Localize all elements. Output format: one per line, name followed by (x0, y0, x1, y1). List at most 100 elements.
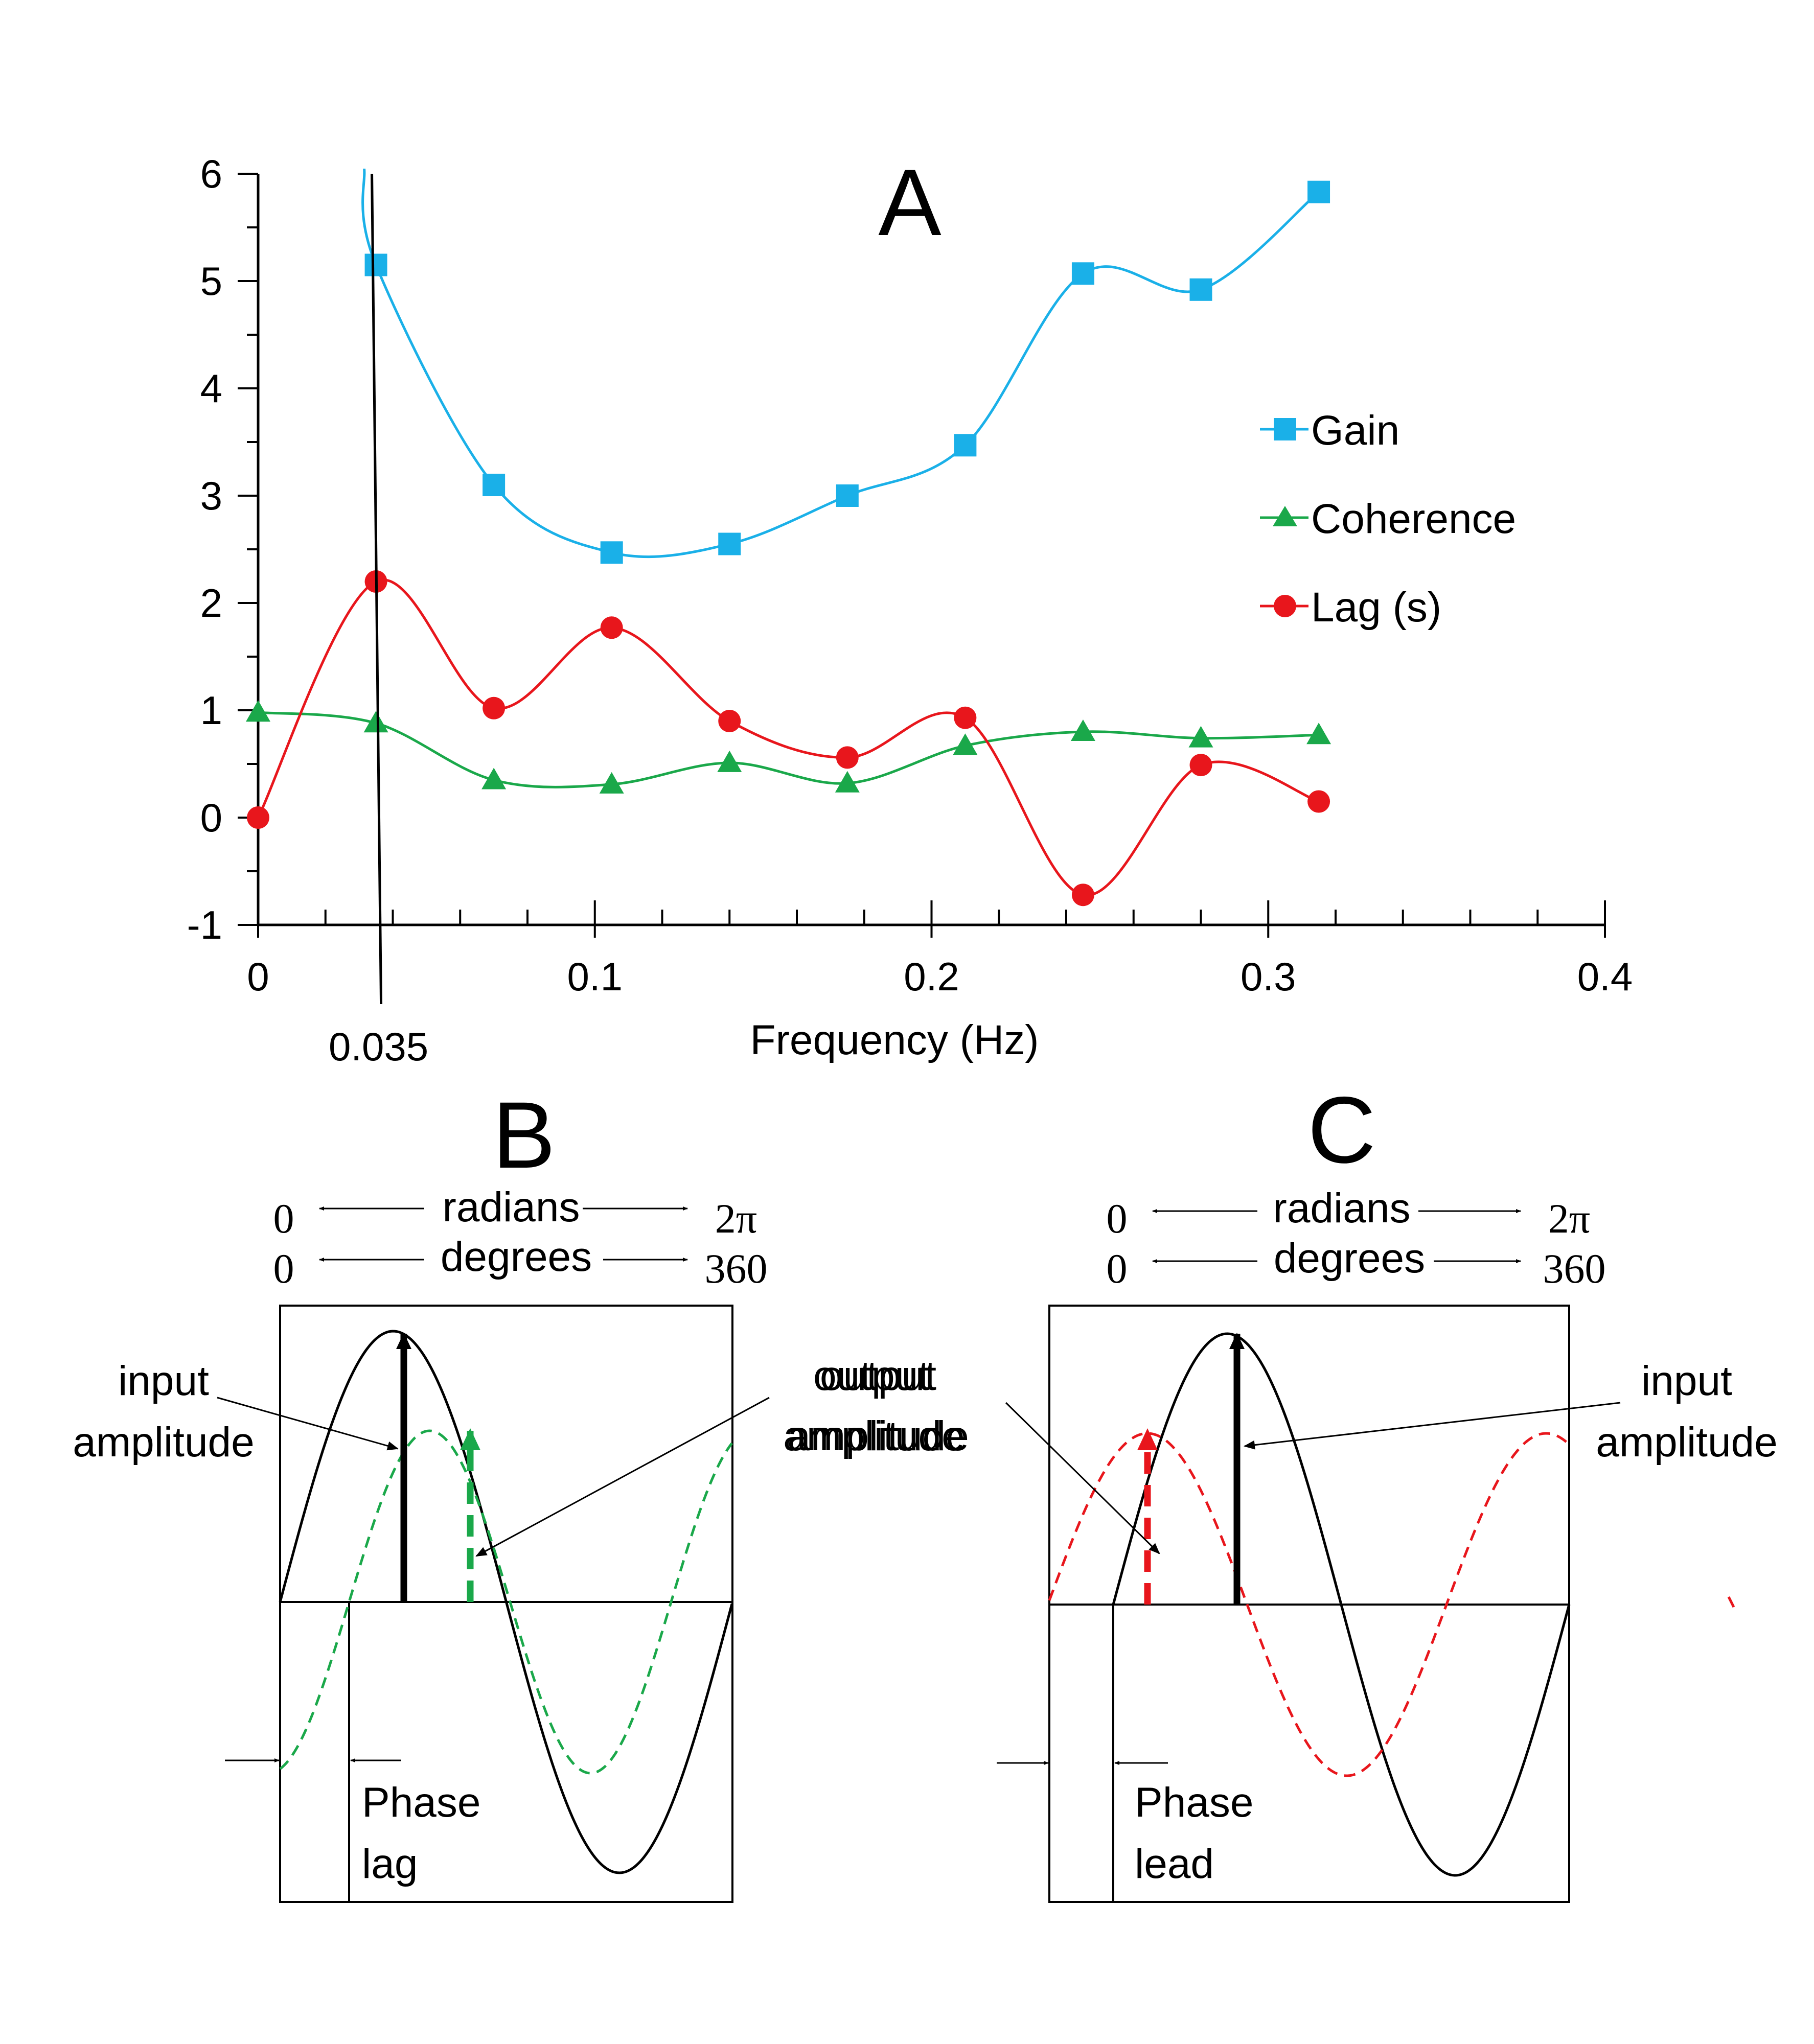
data-point-lag-s (836, 746, 859, 769)
chart-a: 0 0.1 0.2 0.3 0.4 -1 0 1 2 3 4 5 6 0.035 Frequency … (187, 150, 1633, 1069)
radians-end: 2π (1548, 1195, 1590, 1242)
data-point-gain (954, 434, 977, 457)
degrees-end: 360 (705, 1245, 768, 1292)
data-point-lag-s (1189, 754, 1212, 777)
data-point-gain (1307, 180, 1330, 203)
data-point-gain (483, 474, 506, 496)
y-tick-label: 2 (200, 580, 222, 625)
panel-b-letter: B (492, 1083, 555, 1188)
svg-text:Coherence: Coherence (1311, 496, 1516, 542)
legend-square-icon (1274, 418, 1296, 440)
data-point-lag-s (718, 710, 741, 732)
data-point-coherence (363, 711, 388, 733)
y-tick-label: 6 (200, 151, 222, 196)
data-point-gain (600, 541, 623, 564)
x-axis-ticks: 0 0.1 0.2 0.3 0.4 (247, 900, 1633, 999)
data-point-coherence (953, 733, 978, 755)
chart-axes (257, 174, 1605, 926)
y-axis-ticks: -1 0 1 2 3 4 5 6 (187, 151, 258, 947)
series-line-lag-s (258, 578, 1319, 897)
x-tick-label: 0.4 (1577, 954, 1633, 999)
diagram-c-output-label-1: output (820, 1353, 936, 1399)
radians-start: 0 (273, 1195, 294, 1242)
data-point-coherence (1306, 723, 1331, 745)
data-point-coherence (246, 700, 270, 722)
svg-text:Lag (s): Lag (s) (1311, 584, 1441, 631)
data-point-lag-s (600, 616, 623, 639)
stray-red-mark (1727, 1596, 1735, 1608)
series-line-coherence (258, 711, 1319, 788)
x-axis-title: Frequency (Hz) (750, 1017, 1039, 1063)
data-point-coherence (835, 771, 860, 793)
data-point-gain (1071, 262, 1094, 285)
radians-label: radians (1273, 1185, 1411, 1232)
diagram-b-phase-label-1: Phase (362, 1779, 481, 1826)
radians-end: 2π (715, 1195, 757, 1242)
y-tick-label: 5 (200, 259, 222, 304)
diagram-c-output-pointer (1005, 1402, 1160, 1554)
degrees-end: 360 (1543, 1245, 1606, 1292)
diagram-c-input-pointer (1244, 1402, 1621, 1450)
diagram-b-input-label-2: amplitude (73, 1419, 255, 1466)
frequency-marker-line (371, 173, 383, 1005)
diagram-c: C 0 radians 2π 0 degrees 360 output ampl… (787, 1078, 1778, 1903)
frequency-marker-label: 0.035 (329, 1024, 428, 1069)
x-tick-label: 0 (247, 954, 269, 999)
panel-c-letter: C (1307, 1078, 1376, 1183)
legend-item-lag: Lag (s) (1260, 584, 1441, 631)
diagram-b-input-label-1: input (118, 1358, 209, 1404)
data-point-coherence (599, 772, 624, 794)
data-point-gain (718, 532, 741, 555)
data-point-lag-s (954, 706, 977, 729)
y-tick-label: 3 (200, 473, 222, 518)
degrees-start: 0 (273, 1245, 294, 1292)
legend-item-gain: Gain (1260, 407, 1399, 454)
radians-start: 0 (1107, 1195, 1128, 1242)
diagram-c-input-label-2: amplitude (1596, 1419, 1778, 1466)
data-point-coherence (1188, 726, 1213, 748)
diagram-b-output-pointer (475, 1397, 770, 1557)
diagram-b-output-wave (279, 1429, 733, 1775)
x-tick-label: 0.2 (904, 954, 959, 999)
diagram-b-input-pointer (217, 1397, 399, 1451)
legend-item-coherence: Coherence (1260, 496, 1516, 542)
data-point-gain (836, 484, 859, 507)
diagram-b-output-arrowhead (460, 1428, 480, 1450)
radians-label: radians (443, 1184, 580, 1230)
diagram-b: B 0 radians 2π 0 degrees 360 input ampli… (73, 1083, 965, 1903)
marker-layer (246, 180, 1331, 907)
x-tick-label: 0.1 (567, 954, 623, 999)
diagram-b-frame (279, 1305, 733, 1903)
diagram-b-output-label-1: output (813, 1353, 930, 1399)
diagram-b-input-wave (279, 1330, 733, 1874)
degrees-start: 0 (1107, 1245, 1128, 1292)
diagram-b-output-label-2: amplitude (783, 1413, 965, 1459)
data-point-lag-s (483, 696, 506, 719)
series-layer (258, 169, 1320, 897)
legend-circle-icon (1274, 595, 1296, 617)
legend-triangle-icon (1273, 506, 1297, 526)
y-tick-label: 4 (200, 366, 222, 411)
data-point-gain (364, 253, 387, 276)
diagram-c-input-wave (1112, 1332, 1571, 1877)
diagram-c-output-wave (1048, 1432, 1570, 1777)
diagram-c-output-label-2: amplitude (787, 1413, 969, 1459)
data-point-coherence (717, 750, 742, 772)
panel-a-letter: A (878, 150, 942, 256)
diagram-c-phase-label-2: lead (1135, 1841, 1214, 1887)
data-point-coherence (481, 768, 507, 789)
diagram-c-phase-label-1: Phase (1135, 1779, 1254, 1826)
y-tick-label: 0 (200, 795, 222, 840)
data-point-gain (1189, 278, 1212, 301)
series-line-gain (361, 169, 1320, 559)
degrees-label: degrees (1274, 1235, 1425, 1282)
data-point-lag-s (247, 806, 269, 829)
data-point-coherence (1070, 719, 1095, 741)
data-point-lag-s (1071, 884, 1094, 907)
svg-text:Gain: Gain (1311, 407, 1399, 454)
diagram-b-phase-label-2: lag (362, 1841, 418, 1887)
degrees-label: degrees (441, 1234, 592, 1280)
diagram-c-input-label-1: input (1641, 1358, 1732, 1404)
legend: Gain Coherence Lag (s) (1260, 407, 1516, 631)
